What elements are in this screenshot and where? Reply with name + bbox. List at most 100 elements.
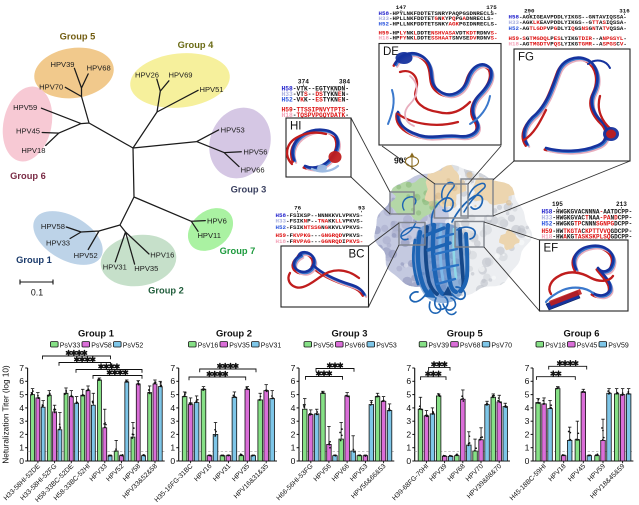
svg-text:HPV45: HPV45 [16,127,40,136]
svg-text:H52-VKK--ESTYKNEN-: H52-VKK--ESTYKNEN- [282,97,350,104]
svg-text:PsV53: PsV53 [376,342,397,349]
svg-text:PsV68: PsV68 [460,342,481,349]
svg-text:H33-VTS--DSTYKNEN-: H33-VTS--DSTYKNEN- [282,91,350,98]
svg-text:2: 2 [19,429,24,439]
svg-text:HPV26: HPV26 [135,71,159,80]
svg-text:Group 6: Group 6 [10,171,46,181]
svg-text:90°: 90° [394,156,407,166]
svg-text:HI: HI [290,121,302,133]
svg-text:PsV66: PsV66 [345,342,366,349]
svg-text:3: 3 [19,416,24,426]
svg-text:H18-TQSPVPGQYDATK-: H18-TQSPVPGQYDATK- [282,112,350,119]
svg-text:H52-HWGKGTPCNNNSGNPGDCPP-: H52-HWGKGTPCNNNSGNPGDCPP- [542,221,633,228]
svg-text:PsV56: PsV56 [313,342,334,349]
svg-text:H52-FSIKNTSSGNGKKVLVPKVS-: H52-FSIKNTSSGNGKKVLVPKVS- [276,224,364,231]
svg-text:374: 374 [298,78,310,85]
svg-text:3: 3 [525,416,530,426]
svg-text:316: 316 [619,7,630,14]
svg-text:H58-AGKIGEAVPDDLYIKGS--GNTAVIQ: H58-AGKIGEAVPDDLYIKGS--GNTAVIQSSA- [509,14,627,21]
svg-text:4: 4 [291,403,296,413]
svg-text:93: 93 [358,205,366,212]
svg-text:213: 213 [616,201,627,208]
svg-text:H33-FSIKNP--TNAKKLLVPKVS-: H33-FSIKNP--TNAKKLLVPKVS- [276,218,364,225]
svg-text:1: 1 [406,443,411,453]
svg-text:5: 5 [19,390,24,400]
svg-text:6: 6 [291,376,296,386]
svg-text:6: 6 [170,376,175,386]
svg-text:H59-HWTKGTACKPTTVVQGDCPP-: H59-HWTKGTACKPTTVVQGDCPP- [542,228,633,235]
svg-text:384: 384 [339,78,351,85]
svg-text:Group 2: Group 2 [216,328,252,339]
svg-text:Group 1: Group 1 [16,255,52,265]
svg-text:Group 5: Group 5 [60,32,96,42]
svg-text:Group 3: Group 3 [332,328,368,339]
svg-text:2: 2 [406,429,411,439]
svg-text:0: 0 [19,456,24,466]
svg-text:H33-AGKLKEAVPDDLYIKGS--GTTASIQ: H33-AGKLKEAVPDDLYIKGS--GTTASIQSSA- [509,19,627,26]
svg-text:H18-HPFYNKLDDTESSHAATSNVSEDVRD: H18-HPFYNKLDDTESSHAATSNVSEDVRDNVS- [379,35,498,42]
svg-text:H59-SGTMGDQLPESLYIKGTDIR--ANPG: H59-SGTMGDQLPESLYIKGTDIR--ANPGSYL- [509,35,627,42]
svg-text:5: 5 [525,390,530,400]
svg-text:HPV31: HPV31 [103,263,127,272]
svg-text:Group 6: Group 6 [564,328,600,339]
svg-text:HPV56: HPV56 [243,148,267,157]
svg-text:7: 7 [525,363,530,373]
svg-text:H58-HWGKGVACNNNA-AATDCPP-: H58-HWGKGVACNNNA-AATDCPP- [542,209,633,216]
svg-text:4: 4 [170,403,175,413]
svg-text:0: 0 [525,456,530,466]
svg-text:PsV18: PsV18 [545,342,566,349]
svg-text:PsV70: PsV70 [491,342,512,349]
svg-text:H59-TTSSIPNVYTPTS-: H59-TTSSIPNVYTPTS- [282,106,350,113]
svg-text:HPV70: HPV70 [39,83,63,92]
svg-text:BC: BC [349,249,365,261]
svg-text:Group 4: Group 4 [178,40,214,50]
svg-text:Group 7: Group 7 [220,246,256,256]
svg-text:6: 6 [525,376,530,386]
svg-text:PsV35: PsV35 [229,342,250,349]
svg-text:3: 3 [406,416,411,426]
svg-text:4: 4 [406,403,411,413]
svg-text:H18-HWAKGTASKSKPLSQGDCPP-: H18-HWAKGTASKSKPLSQGDCPP- [542,234,633,241]
svg-text:H58-FSIKSP--NNNKKVLVPKVS-: H58-FSIKSP--NNNKKVLVPKVS- [276,212,364,219]
svg-text:H58-VTK--EGTYKNDN-: H58-VTK--EGTYKNDN- [282,86,350,93]
svg-text:4: 4 [19,403,24,413]
svg-text:195: 195 [552,201,563,208]
svg-text:1: 1 [19,443,24,453]
svg-text:7: 7 [19,363,24,373]
svg-text:H59-HPLYNKLDDTENSHVASAVDTKDTRD: H59-HPLYNKLDDTENSHVASAVDTKDTRDNVS- [379,29,498,36]
svg-text:Group 1: Group 1 [78,328,114,339]
svg-text:0.1: 0.1 [31,288,43,298]
svg-text:HPV6: HPV6 [207,217,227,226]
svg-text:H52-HPLLNKFDDTETSNKYAGKPGIDNRE: H52-HPLLNKFDDTETSNKYAGKPGIDNRECLS- [379,20,498,27]
svg-text:DE: DE [383,46,399,58]
svg-text:PsV16: PsV16 [198,342,219,349]
svg-text:EF: EF [544,243,559,255]
svg-text:HPV16: HPV16 [150,251,174,260]
svg-text:7: 7 [170,363,175,373]
svg-text:PsV39: PsV39 [428,342,449,349]
svg-text:FG: FG [518,52,534,64]
svg-text:0: 0 [406,456,411,466]
svg-text:6: 6 [406,376,411,386]
svg-text:H58-HPYLNKFDDTETSNRYPAQPGSDNRE: H58-HPYLNKFDDTETSNRYPAQPGSDNRECLS- [379,10,498,17]
svg-text:1: 1 [525,443,530,453]
svg-text:Neturalization Titer (log 10): Neturalization Titer (log 10) [2,365,11,464]
svg-text:3: 3 [291,416,296,426]
svg-text:7: 7 [406,363,411,373]
svg-text:PsV59: PsV59 [608,342,629,349]
svg-text:HPV18: HPV18 [21,146,45,155]
svg-text:0: 0 [291,456,296,466]
svg-text:PsV52: PsV52 [123,342,144,349]
svg-text:HPV11: HPV11 [197,231,221,240]
svg-text:HPV51: HPV51 [199,85,223,94]
svg-text:5: 5 [170,390,175,400]
svg-text:5: 5 [291,390,296,400]
svg-text:HPV58: HPV58 [41,222,65,231]
svg-text:0: 0 [170,456,175,466]
svg-text:1: 1 [170,443,175,453]
svg-text:1: 1 [291,443,296,453]
svg-text:175: 175 [486,4,497,11]
svg-text:HPV69: HPV69 [168,71,192,80]
svg-text:HPV35: HPV35 [134,264,158,273]
svg-text:Group 5: Group 5 [447,328,483,339]
